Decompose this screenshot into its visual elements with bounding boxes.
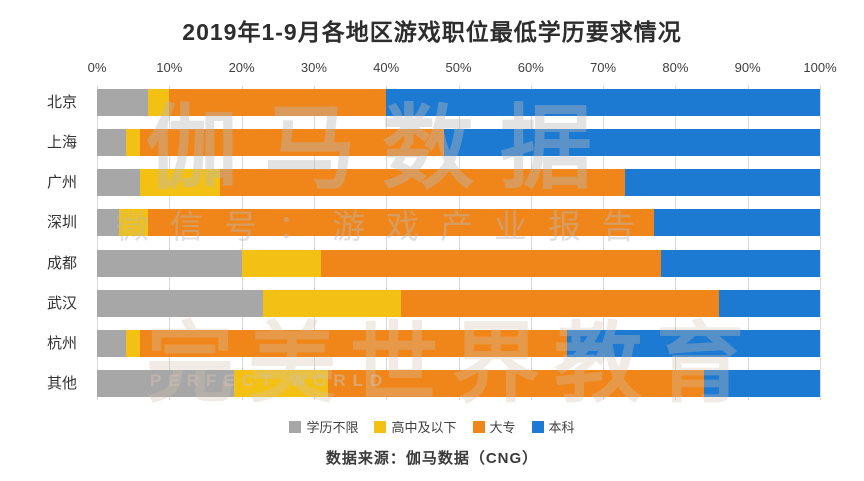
- bar-segment: [140, 169, 220, 197]
- bar-segment: [704, 369, 820, 397]
- legend-item: 高中及以下: [374, 417, 457, 436]
- bar-row: [97, 329, 820, 357]
- gridlines: [97, 86, 821, 400]
- bar-segment: [140, 329, 567, 357]
- bar-segment: [169, 89, 387, 116]
- gridline: [386, 86, 388, 400]
- x-tick-label: 0%: [87, 60, 107, 75]
- bar-segment: [147, 209, 654, 237]
- bar-segment: [97, 369, 235, 397]
- legend: 学历不限 高中及以下 大专 本科: [0, 417, 864, 436]
- plot-area: [97, 86, 821, 400]
- gridline: [675, 86, 677, 400]
- bar-segment: [241, 249, 322, 277]
- gridline: [820, 86, 821, 400]
- y-axis-label: 上海: [46, 134, 77, 152]
- bar-segment: [97, 129, 126, 157]
- x-tick-label: 40%: [373, 60, 400, 75]
- gridline: [530, 86, 532, 400]
- bar-segment: [125, 129, 141, 157]
- source-note: 数据来源：伽马数据（CNG）: [325, 450, 539, 467]
- legend-label: 大专: [489, 420, 516, 435]
- legend-item: 大专: [472, 417, 516, 436]
- gridline: [458, 86, 460, 400]
- bar-row: [97, 169, 820, 197]
- gridline: [169, 86, 171, 400]
- x-tick-label: 100%: [803, 60, 837, 75]
- x-tick-label: 20%: [228, 60, 255, 75]
- legend-swatch: [472, 420, 485, 433]
- y-axis-label: 其他: [46, 374, 77, 392]
- y-axis-label: 北京: [46, 94, 77, 111]
- legend-label: 学历不限: [306, 420, 359, 435]
- legend-label: 高中及以下: [391, 420, 457, 435]
- legend-item: 本科: [531, 417, 575, 436]
- y-axis-label: 武汉: [46, 294, 77, 312]
- bar-segment: [97, 329, 126, 357]
- legend-swatch: [289, 420, 302, 433]
- bar-segment: [328, 369, 705, 397]
- bar-segment: [234, 369, 329, 397]
- gridline: [313, 86, 315, 400]
- legend-item: 学历不限: [289, 417, 358, 436]
- bar-segment: [97, 249, 242, 277]
- bar-row: [97, 289, 820, 317]
- bar-row: [97, 249, 820, 277]
- bar-segment: [118, 209, 148, 237]
- bar-row: [97, 129, 820, 157]
- bar-segment: [97, 289, 264, 317]
- y-axis-label: 杭州: [46, 334, 77, 352]
- gridline: [603, 86, 605, 400]
- bar-segment: [97, 89, 148, 116]
- y-axis-label: 广州: [46, 174, 77, 192]
- bar-segment: [97, 169, 141, 197]
- bar-segment: [219, 169, 625, 197]
- bar-segment: [147, 89, 170, 116]
- chart-title: 2019年1-9月各地区游戏职位最低学历要求情况: [182, 19, 682, 45]
- bar-segment: [386, 89, 820, 116]
- bar-segment: [660, 249, 820, 277]
- gridline: [97, 86, 98, 400]
- legend-swatch: [374, 420, 387, 433]
- bar-row: [97, 369, 820, 397]
- bar-segment: [566, 329, 820, 357]
- x-axis: 0% 10% 20% 30% 40% 50% 60% 70% 80% 90% 100%: [88, 60, 837, 78]
- x-tick-label: 10%: [156, 60, 183, 75]
- x-tick-label: 30%: [300, 60, 327, 75]
- legend-label: 本科: [548, 420, 575, 435]
- bar-segment: [653, 209, 820, 237]
- x-tick-label: 90%: [734, 60, 761, 75]
- x-tick-label: 70%: [590, 60, 617, 75]
- x-tick-label: 60%: [517, 60, 544, 75]
- y-axis-label: 深圳: [46, 214, 77, 232]
- bar-segment: [718, 289, 820, 317]
- x-tick-label: 80%: [662, 60, 689, 75]
- legend-swatch: [531, 420, 544, 433]
- bar-segment: [263, 289, 401, 317]
- bar-segment: [624, 169, 820, 197]
- y-axis-label: 成都: [46, 254, 77, 272]
- gridline: [241, 86, 243, 400]
- bar-segment: [140, 129, 445, 157]
- bar-segment: [444, 129, 820, 157]
- gridline: [747, 86, 749, 400]
- bar-row: [97, 209, 820, 237]
- bar-segment: [125, 329, 141, 357]
- x-tick-label: 50%: [445, 60, 472, 75]
- bar-segment: [321, 249, 661, 277]
- bar-row: [97, 89, 820, 116]
- bars-container: [97, 86, 820, 400]
- bar-segment: [97, 209, 119, 237]
- bar-segment: [400, 289, 719, 317]
- y-axis-labels: 北京上海广州深圳成都武汉杭州其他: [0, 86, 89, 400]
